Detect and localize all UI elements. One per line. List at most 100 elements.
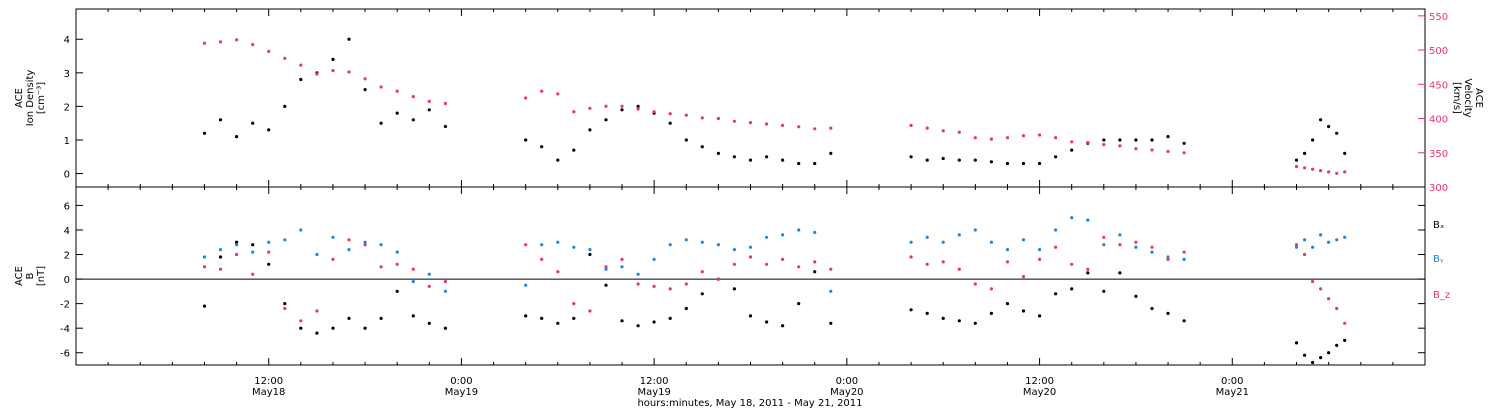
density-point [427,108,431,112]
bx-point [732,287,737,291]
by-point [636,272,640,276]
bz-point [813,260,817,264]
bz-point [797,265,801,269]
velocity-point [331,69,335,73]
velocity-ytick-label: 550 [1429,12,1448,23]
by-point [1303,238,1307,242]
bx-point [283,302,287,306]
bz-point [684,282,688,286]
by-point [363,240,367,244]
density-point [1118,138,1122,142]
density-point [989,160,994,164]
bz-point [748,255,753,259]
by-point [1166,255,1170,259]
bz-point [1102,235,1106,239]
density-point [347,37,351,41]
bz-point [1021,275,1026,279]
velocity-ylabel-line1: ACE [1473,88,1484,108]
density-point [556,158,560,162]
bz-point [218,267,223,271]
bx-point [1343,338,1347,342]
bfield-ytick-label: 4 [64,226,70,237]
bz-point [941,260,945,264]
bx-point [218,255,223,259]
by-point [813,230,817,234]
velocity-point [636,107,640,111]
velocity-point [1021,134,1026,138]
velocity-point [235,38,239,42]
density-point [218,118,223,122]
velocity-point [411,95,415,99]
bx-point [700,292,704,296]
by-point [315,252,319,257]
bx-point [668,316,672,320]
bz-point [1005,260,1010,264]
density-point [668,121,672,125]
density-ytick-label: 1 [64,136,70,147]
density-ylabel-line2: Ion Density [25,70,36,127]
by-point [829,289,833,293]
velocity-point [1150,148,1154,152]
velocity-point [829,126,833,130]
bz-point [1054,245,1058,249]
bz-point [1319,287,1323,291]
by-point [299,228,303,232]
by-point [973,228,977,232]
bottom-panel-frame [75,186,1426,366]
bx-point [524,314,528,318]
bx-point [1311,360,1315,365]
velocity-point [989,137,994,141]
velocity-point [668,112,672,116]
bx-point [1335,343,1339,347]
velocity-point [765,122,769,126]
density-point [1303,151,1307,155]
bz-point [716,277,721,281]
by-point [1319,233,1323,237]
time-x-axis: 12:00May180:00May1912:00May190:00May2012… [107,9,1426,398]
density-velocity-panel: 0 1 2 3 4 300 350 400 450 500 550 ACE Ion Density… [14,8,1484,194]
bfield-ylabel-line3: [nT] [36,266,47,286]
density-point [1054,155,1058,159]
velocity-point [1335,171,1339,175]
bx-point [941,316,945,320]
velocity-point [251,43,255,47]
bx-point [235,240,239,244]
by-point [443,289,447,293]
velocity-point [1038,133,1042,137]
bx-point [379,316,383,320]
bx-point [1118,271,1122,275]
bz-point [1335,306,1339,311]
velocity-point [716,116,721,121]
bx-point [443,326,447,330]
velocity-point [1182,151,1186,155]
bx-point [797,302,801,306]
bz-point [315,309,319,313]
by-point [1070,216,1074,220]
by-point [1005,248,1010,252]
by-point [251,250,255,254]
bx-point [1102,289,1106,293]
density-point [941,156,945,161]
by-point [765,235,769,239]
velocity-point [1102,143,1106,147]
density-point [524,138,528,142]
bx-point [540,316,544,320]
by-point [604,267,608,271]
velocity-point [925,126,929,130]
bx-point [1038,314,1042,318]
bz-point [363,243,367,247]
velocity-point [218,40,223,44]
by-point [202,255,207,259]
bz-point [732,262,737,266]
velocity-point [1319,169,1323,173]
bx-point [395,289,399,293]
x-tick-time-label: 12:00 [254,376,283,387]
velocity-point [620,104,624,108]
bx-point [1319,356,1323,360]
density-ytick-label: 0 [64,170,70,181]
bz-point [411,267,415,271]
by-point [1086,218,1090,222]
density-ylabel-line1: ACE [14,88,25,108]
x-tick-time-label: 0:00 [1221,376,1243,387]
